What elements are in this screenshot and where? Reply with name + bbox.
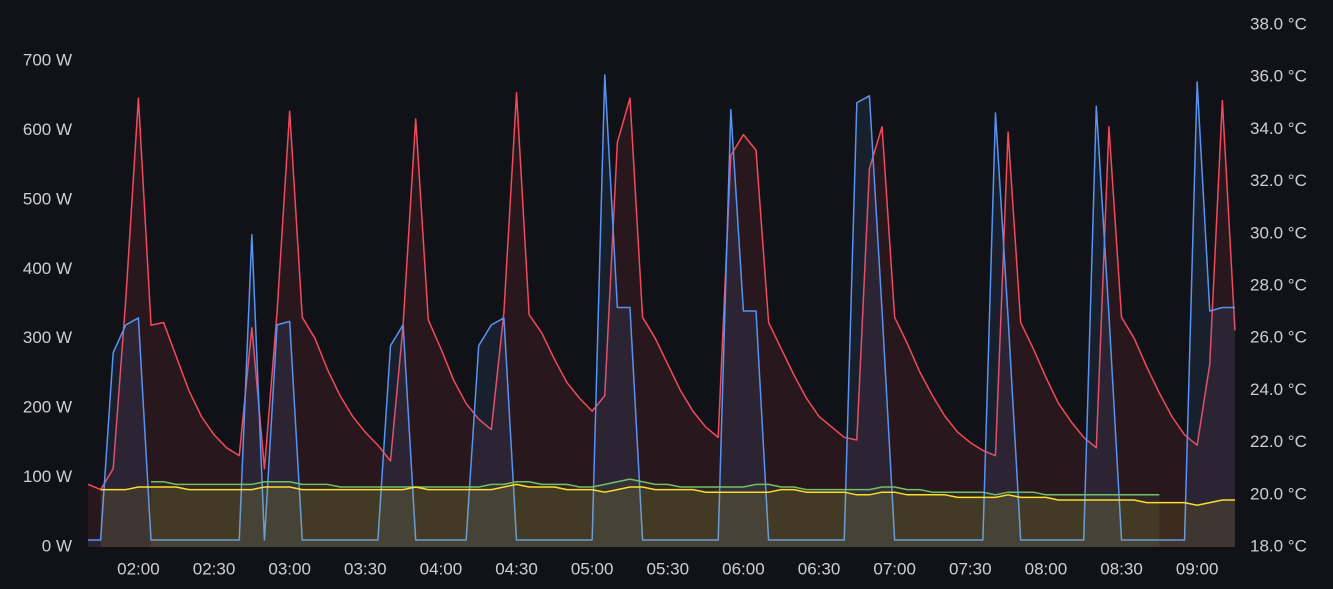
x-tick-label: 04:00 [420,559,463,578]
y-tick-label: 700 W [23,51,72,70]
y-tick-label: 100 W [23,467,72,486]
series-line [151,478,1160,496]
x-tick-label: 05:30 [647,559,690,578]
y-tick-label: 0 W [42,536,72,555]
x-tick-label: 08:30 [1100,559,1143,578]
series-area [151,479,1160,547]
series-area [88,92,1235,548]
series-area [88,74,1235,547]
x-tick-label: 06:00 [722,559,765,578]
x-tick-label: 04:30 [495,559,538,578]
y2-tick-label: 28.0 °C [1250,275,1307,294]
y2-tick-label: 30.0 °C [1250,223,1307,242]
y2-tick-label: 26.0 °C [1250,328,1307,347]
y2-tick-label: 36.0 °C [1250,67,1307,86]
x-tick-label: 02:00 [117,559,160,578]
x-tick-label: 07:00 [873,559,916,578]
series-line [87,92,1236,491]
y2-tick-label: 18.0 °C [1250,536,1307,555]
y-tick-label: 300 W [23,328,72,347]
y-tick-label: 400 W [23,259,72,278]
x-tick-label: 02:30 [193,559,236,578]
x-tick-label: 07:30 [949,559,992,578]
x-tick-label: 08:00 [1025,559,1068,578]
y2-tick-label: 34.0 °C [1250,119,1307,138]
x-tick-label: 06:30 [798,559,841,578]
y-tick-label: 600 W [23,120,72,139]
y2-tick-label: 20.0 °C [1250,484,1307,503]
y-tick-label: 500 W [23,189,72,208]
y2-tick-label: 32.0 °C [1250,171,1307,190]
series-area [100,484,1235,547]
x-tick-label: 09:00 [1176,559,1219,578]
y2-tick-label: 38.0 °C [1250,14,1307,33]
y2-tick-label: 24.0 °C [1250,380,1307,399]
y-tick-label: 200 W [23,398,72,417]
y2-tick-label: 22.0 °C [1250,432,1307,451]
x-tick-label: 03:30 [344,559,387,578]
x-tick-label: 03:00 [268,559,311,578]
series-line [88,74,1235,541]
x-tick-label: 05:00 [571,559,614,578]
series-line [100,483,1235,506]
